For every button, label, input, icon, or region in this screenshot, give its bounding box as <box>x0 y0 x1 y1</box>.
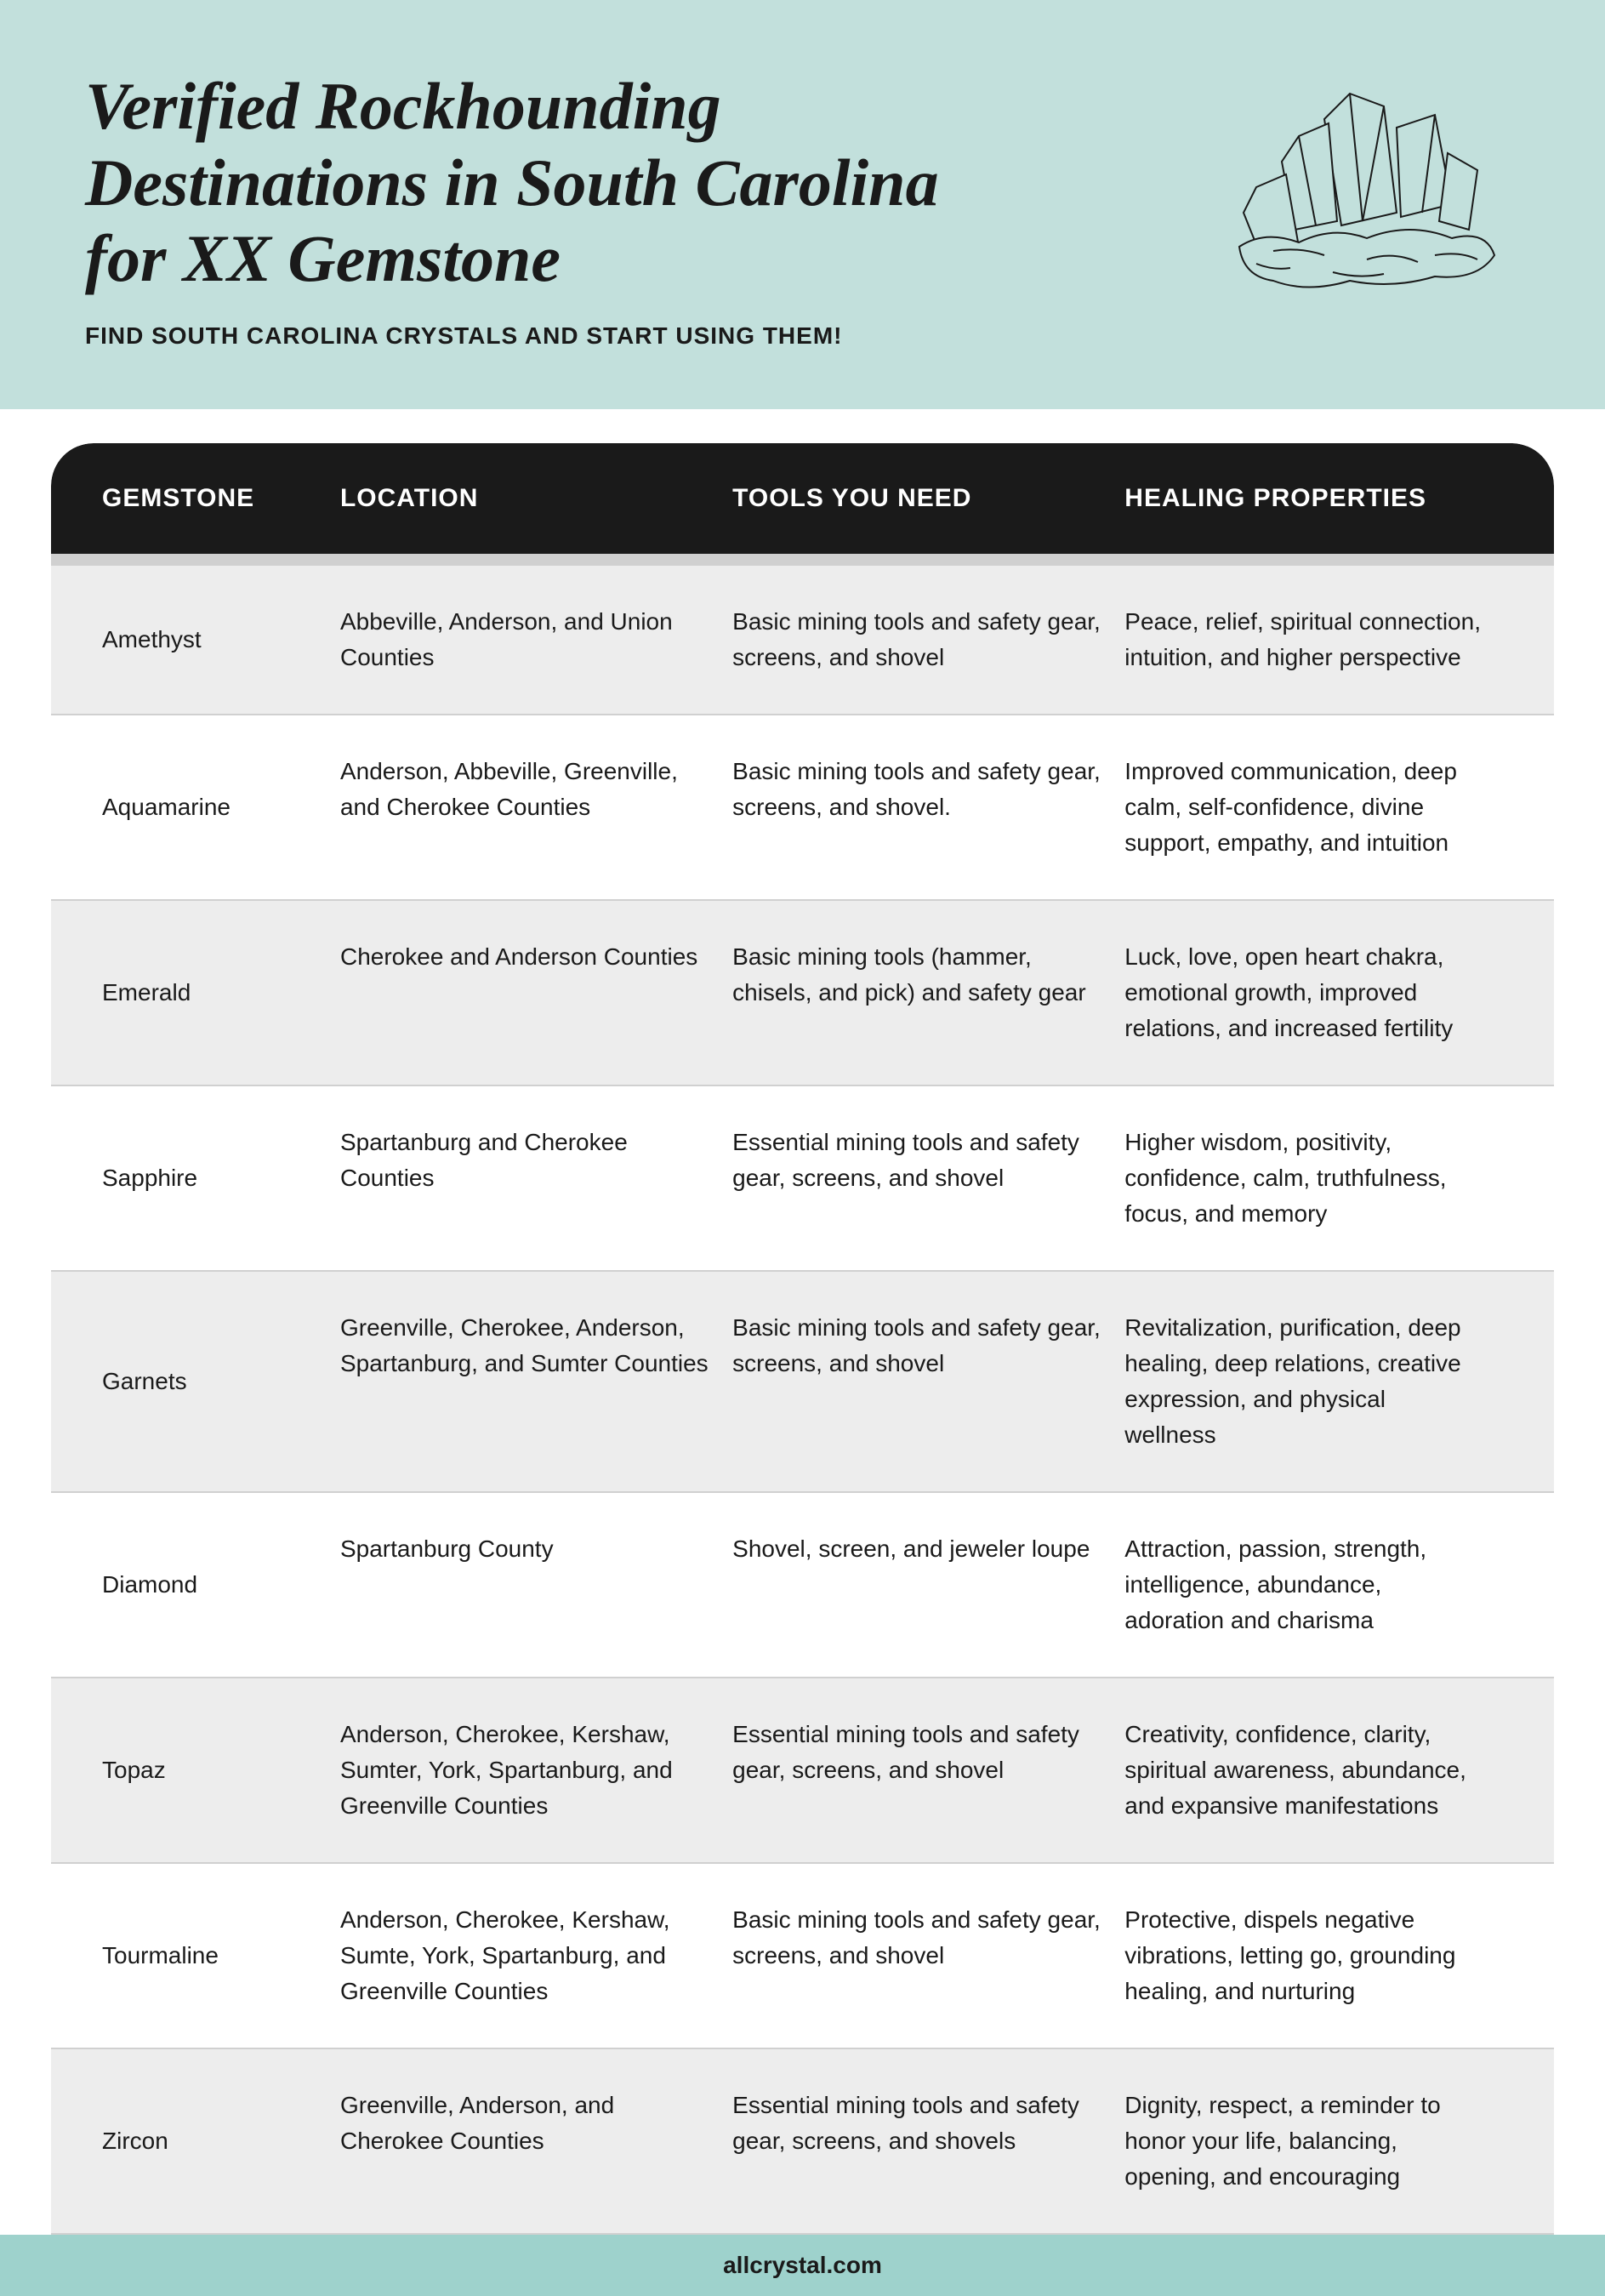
cell-tools: Essential mining tools and safety gear, … <box>732 1125 1124 1232</box>
table-header-row: GEMSTONE LOCATION TOOLS YOU NEED HEALING… <box>51 443 1554 554</box>
header-divider <box>51 554 1554 566</box>
cell-location: Anderson, Cherokee, Kershaw, Sumter, Yor… <box>340 1717 732 1824</box>
cell-healing: Luck, love, open heart chakra, emotional… <box>1124 939 1503 1046</box>
cell-healing: Dignity, respect, a reminder to honor yo… <box>1124 2088 1503 2195</box>
cell-tools: Basic mining tools and safety gear, scre… <box>732 1902 1124 2009</box>
cell-gemstone: Emerald <box>102 939 340 1046</box>
table-row: Garnets Greenville, Cherokee, Anderson, … <box>51 1272 1554 1493</box>
table-container: GEMSTONE LOCATION TOOLS YOU NEED HEALING… <box>0 409 1605 2235</box>
cell-healing: Creativity, confidence, clarity, spiritu… <box>1124 1717 1503 1824</box>
column-header-healing: HEALING PROPERTIES <box>1124 484 1503 513</box>
cell-tools: Basic mining tools (hammer, chisels, and… <box>732 939 1124 1046</box>
header-text-block: Verified Rockhounding Destinations in So… <box>85 68 1163 350</box>
cell-healing: Peace, relief, spiritual connection, int… <box>1124 604 1503 675</box>
cell-gemstone: Garnets <box>102 1310 340 1453</box>
cell-location: Anderson, Cherokee, Kershaw, Sumte, York… <box>340 1902 732 2009</box>
cell-healing: Protective, dispels negative vibrations,… <box>1124 1902 1503 2009</box>
cell-gemstone: Zircon <box>102 2088 340 2195</box>
cell-gemstone: Amethyst <box>102 604 340 675</box>
cell-healing: Improved communication, deep calm, self-… <box>1124 754 1503 861</box>
cell-healing: Attraction, passion, strength, intellige… <box>1124 1531 1503 1638</box>
cell-tools: Shovel, screen, and jeweler loupe <box>732 1531 1124 1638</box>
cell-tools: Basic mining tools and safety gear, scre… <box>732 1310 1124 1453</box>
table-row: Tourmaline Anderson, Cherokee, Kershaw, … <box>51 1864 1554 2049</box>
column-header-location: LOCATION <box>340 484 732 513</box>
cell-gemstone: Aquamarine <box>102 754 340 861</box>
cell-tools: Essential mining tools and safety gear, … <box>732 1717 1124 1824</box>
cell-location: Greenville, Cherokee, Anderson, Spartanb… <box>340 1310 732 1453</box>
cell-gemstone: Tourmaline <box>102 1902 340 2009</box>
table-body: Amethyst Abbeville, Anderson, and Union … <box>51 566 1554 2235</box>
gemstone-table: GEMSTONE LOCATION TOOLS YOU NEED HEALING… <box>51 443 1554 2235</box>
header-section: Verified Rockhounding Destinations in So… <box>0 0 1605 409</box>
cell-healing: Higher wisdom, positivity, confidence, c… <box>1124 1125 1503 1232</box>
cell-gemstone: Topaz <box>102 1717 340 1824</box>
column-header-tools: TOOLS YOU NEED <box>732 484 1124 513</box>
table-row: Zircon Greenville, Anderson, and Cheroke… <box>51 2049 1554 2235</box>
table-row: Diamond Spartanburg County Shovel, scree… <box>51 1493 1554 1678</box>
footer-bar: allcrystal.com <box>0 2235 1605 2296</box>
page-subtitle: FIND SOUTH CAROLINA CRYSTALS AND START U… <box>85 322 1163 350</box>
cell-tools: Essential mining tools and safety gear, … <box>732 2088 1124 2195</box>
column-header-gemstone: GEMSTONE <box>102 484 340 513</box>
table-row: Emerald Cherokee and Anderson Counties B… <box>51 901 1554 1086</box>
cell-location: Spartanburg County <box>340 1531 732 1638</box>
page-title: Verified Rockhounding Destinations in So… <box>85 68 1021 297</box>
table-row: Sapphire Spartanburg and Cherokee Counti… <box>51 1086 1554 1272</box>
cell-location: Greenville, Anderson, and Cherokee Count… <box>340 2088 732 2195</box>
cell-tools: Basic mining tools and safety gear, scre… <box>732 754 1124 861</box>
table-row: Amethyst Abbeville, Anderson, and Union … <box>51 566 1554 715</box>
cell-gemstone: Diamond <box>102 1531 340 1638</box>
cell-tools: Basic mining tools and safety gear, scre… <box>732 604 1124 675</box>
table-row: Topaz Anderson, Cherokee, Kershaw, Sumte… <box>51 1678 1554 1864</box>
crystal-icon <box>1197 77 1520 298</box>
cell-location: Anderson, Abbeville, Greenville, and Che… <box>340 754 732 861</box>
footer-text: allcrystal.com <box>723 2252 882 2278</box>
cell-location: Cherokee and Anderson Counties <box>340 939 732 1046</box>
cell-healing: Revitalization, purification, deep heali… <box>1124 1310 1503 1453</box>
cell-gemstone: Sapphire <box>102 1125 340 1232</box>
table-row: Aquamarine Anderson, Abbeville, Greenvil… <box>51 715 1554 901</box>
cell-location: Abbeville, Anderson, and Union Counties <box>340 604 732 675</box>
cell-location: Spartanburg and Cherokee Counties <box>340 1125 732 1232</box>
